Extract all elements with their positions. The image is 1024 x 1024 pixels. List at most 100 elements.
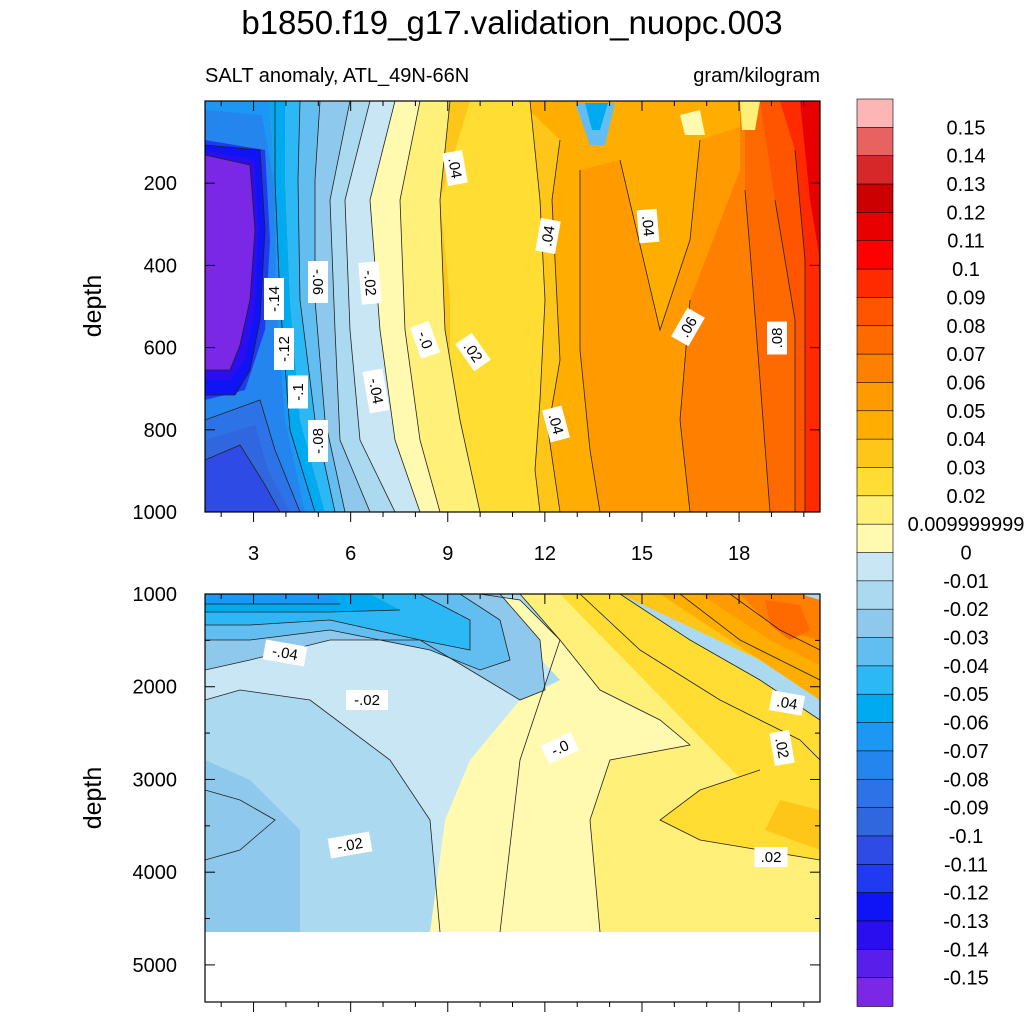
upper-ytick-label-0: 200 <box>144 173 177 195</box>
colorbar-label-18: -0.03 <box>943 628 989 650</box>
upper-fill-light-yellow <box>440 101 545 512</box>
lower-fill-yellow <box>560 594 820 860</box>
colorbar-label-1: 0.14 <box>947 146 986 168</box>
upper-contour-label-14: -.08 <box>308 420 328 462</box>
upper-contour-label-text-14: -.08 <box>310 428 327 454</box>
lower-contour-label-6: .02 <box>754 847 788 867</box>
colorbar-swatch-10 <box>856 382 894 412</box>
lower-contour-label-4: .02 <box>769 730 795 766</box>
colorbar-label-28: -0.13 <box>943 911 989 933</box>
lower-contour-label-2: .04 <box>769 690 805 716</box>
lower-contour-label-text-3: -.0 <box>549 737 572 760</box>
upper-contour-label-text-2: .04 <box>638 215 657 237</box>
colorbar-label-6: 0.09 <box>947 287 986 309</box>
upper-contour-label-bg-7 <box>409 321 441 359</box>
colorbar-label-12: 0.03 <box>947 457 986 479</box>
colorbar-label-10: 0.05 <box>947 401 986 423</box>
colorbar-swatch-22 <box>856 722 894 752</box>
colorbar-swatch-26 <box>856 835 894 866</box>
lower-ytick-label-3: 4000 <box>133 862 178 884</box>
colorbar-label-3: 0.12 <box>947 202 986 224</box>
upper-fill-light-blue <box>345 101 420 512</box>
colorbar-swatch-8 <box>856 325 894 355</box>
lower-ytick-label-1: 2000 <box>133 677 178 699</box>
upper-fill-red <box>780 101 820 512</box>
upper-contour-label-7: -.0 <box>409 321 441 359</box>
colorbar-swatch-23 <box>856 750 894 781</box>
colorbar-label-26: -0.11 <box>944 854 988 876</box>
colorbar-swatch-16 <box>856 552 894 582</box>
colorbar-swatch-28 <box>856 892 894 922</box>
colorbar-swatch-3 <box>856 183 894 214</box>
colorbar-swatch-12 <box>856 438 894 469</box>
upper-fill-very-pale <box>370 101 440 512</box>
lower-contour-label-bg-5 <box>327 831 373 859</box>
upper-contour-label-bg-3 <box>264 278 284 320</box>
upper-contour-label-12: -.04 <box>362 368 390 414</box>
colorbar-swatch-19 <box>856 637 894 667</box>
upper-contour-label-text-4: -.06 <box>309 269 326 295</box>
upper-y-axis-label: depth <box>79 275 107 338</box>
upper-fill-bright-blue <box>298 101 345 512</box>
colorbar: 0.15 0.14 0.13 0.12 0.11 0.1 0.09 0.08 0.07 0.06 0… <box>856 98 1024 1007</box>
upper-contour-label-text-3: -.14 <box>266 286 283 312</box>
upper-contour-label-bg-8 <box>455 332 491 372</box>
lower-contour-label-1: -.02 <box>346 690 388 710</box>
upper-fill-pure-red <box>800 101 820 260</box>
upper-contour-label-3: -.14 <box>264 278 284 320</box>
upper-xtick-label-4: 15 <box>631 543 653 565</box>
lower-fill-blue <box>205 594 340 604</box>
upper-contour-label-bg-9 <box>671 307 705 347</box>
colorbar-swatch-30 <box>856 949 894 979</box>
colorbar-label-9: 0.06 <box>947 372 986 394</box>
upper-contour-label-text-7: -.0 <box>414 329 436 351</box>
colorbar-label-22: -0.07 <box>943 741 989 763</box>
colorbar-swatch-5 <box>856 240 894 270</box>
lower-contour-label-text-1: -.02 <box>354 692 380 709</box>
upper-ytick-label-3: 800 <box>144 420 177 442</box>
colorbar-swatch-11 <box>856 410 894 440</box>
upper-xtick-label-3: 12 <box>534 543 556 565</box>
upper-contour-label-4: -.06 <box>308 261 328 303</box>
colorbar-swatch-25 <box>856 807 894 837</box>
upper-fill-pale-top-right-blob <box>740 101 760 130</box>
colorbar-label-8: 0.07 <box>947 344 986 366</box>
lower-ytick-label-0: 1000 <box>133 584 178 606</box>
lower-y-axis-label: depth <box>79 767 107 830</box>
lower-contour-label-bg-3 <box>540 731 580 765</box>
colorbar-swatch-6 <box>856 268 894 299</box>
upper-tick-marks: 200 400 600 800 1000 3 6 9 12 15 18 <box>133 101 820 565</box>
colorbar-label-2: 0.13 <box>947 174 986 196</box>
colorbar-swatch-18 <box>856 608 894 639</box>
lower-ytick-label-4: 5000 <box>133 955 178 977</box>
upper-contour-label-text-13: .04 <box>545 412 567 437</box>
colorbar-label-0: 0.15 <box>947 117 986 139</box>
upper-contour-label-text-6: -.12 <box>276 336 293 362</box>
lower-contour-labels: -.04 -.02 .04 -.0 .02 -.02 .02 <box>262 639 805 867</box>
colorbar-label-25: -0.1 <box>949 826 983 848</box>
upper-contour-label-text-0: .04 <box>444 156 464 179</box>
lower-fill-very-pale-yellow <box>430 594 690 932</box>
colorbar-swatch-29 <box>856 920 894 951</box>
upper-fill-medium-blue <box>270 101 325 512</box>
lower-contour-label-bg-6 <box>754 847 788 867</box>
upper-xtick-label-0: 3 <box>248 543 259 565</box>
upper-contour-label-bg-14 <box>308 420 328 462</box>
lower-contour-label-5: -.02 <box>327 831 373 859</box>
colorbar-label-29: -0.14 <box>943 939 989 961</box>
colorbar-label-21: -0.06 <box>943 713 989 735</box>
units-label: gram/kilogram <box>693 65 820 87</box>
upper-contour-label-bg-0 <box>442 150 468 186</box>
lower-contour-label-text-0: -.04 <box>271 643 299 664</box>
upper-ytick-label-1: 400 <box>144 255 177 277</box>
lower-tick-marks: 1000 2000 3000 4000 5000 <box>133 584 820 1012</box>
colorbar-swatch-2 <box>856 155 894 185</box>
colorbar-swatch-14 <box>856 495 894 525</box>
upper-contour-label-1: .04 <box>535 218 561 254</box>
variable-label: SALT anomaly, ATL_49N-66N <box>205 65 469 87</box>
upper-contour-label-bg-5 <box>358 261 382 305</box>
lower-contour-lines <box>205 594 820 932</box>
upper-contour-label-13: .04 <box>542 405 570 443</box>
